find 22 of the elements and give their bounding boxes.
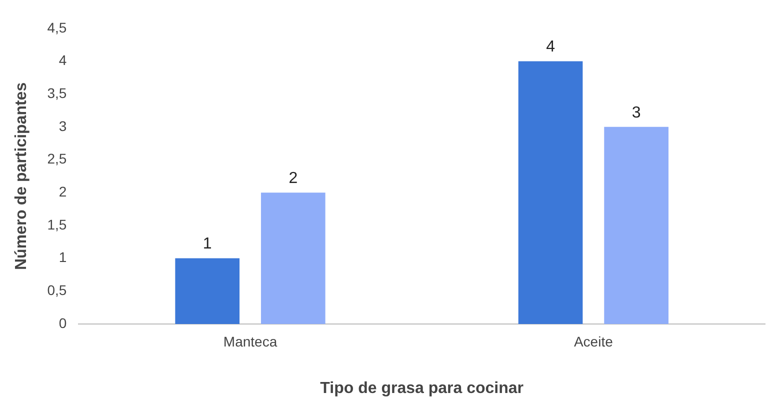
y-tick-label: 0 (58, 314, 67, 331)
data-label: 4 (546, 38, 556, 56)
y-tick-label: 4,5 (47, 19, 67, 36)
x-tick-label: Aceite (574, 333, 614, 350)
y-axis-title: Número de participantes (13, 82, 30, 270)
y-tick-label: 2 (58, 183, 67, 200)
bar (604, 126, 668, 324)
y-tick-label: 1,5 (47, 216, 67, 232)
data-label: 3 (632, 104, 641, 122)
x-tick-label: Manteca (223, 333, 278, 350)
bar (260, 192, 326, 324)
bar (518, 61, 583, 324)
y-tick-label: 0,5 (47, 282, 67, 298)
bar (175, 258, 240, 324)
y-tick-label: 2,5 (47, 150, 67, 167)
y-tick-label: 3,5 (47, 84, 67, 101)
x-axis-title: Tipo de grasa para cocinar (320, 380, 524, 397)
y-tick-label: 4 (58, 52, 67, 68)
data-label: 2 (288, 170, 298, 188)
y-tick-label: 3 (58, 118, 67, 134)
data-label: 1 (202, 236, 212, 253)
y-tick-label: 1 (58, 249, 67, 266)
